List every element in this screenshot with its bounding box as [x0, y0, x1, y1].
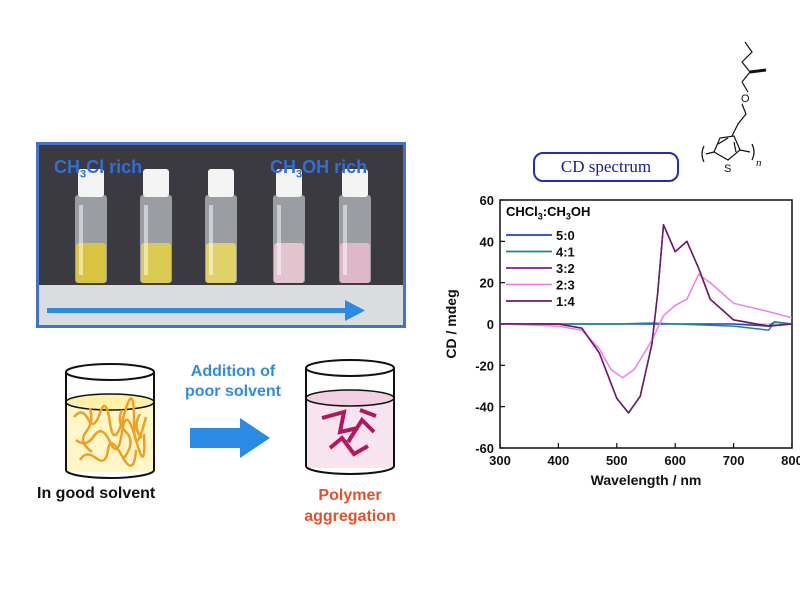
sulfur-atom: S	[724, 163, 731, 175]
vial	[75, 169, 107, 283]
y-tick-label: 40	[480, 234, 494, 249]
vial	[140, 169, 172, 283]
y-tick-label: -60	[475, 441, 494, 456]
process-arrow	[190, 418, 270, 458]
y-tick-label: -20	[475, 358, 494, 373]
vial-photo	[36, 142, 406, 328]
vial	[273, 169, 305, 283]
series-line	[500, 224, 793, 414]
y-tick-label: 0	[487, 317, 494, 332]
legend-label: 5:0	[556, 228, 575, 243]
ch3oh-rich-label: CH3OH rich	[270, 157, 368, 181]
series-line	[499, 273, 793, 379]
cd-spectrum-label: CD spectrum	[533, 152, 679, 182]
vial-photo-image	[39, 145, 403, 325]
legend-label: 2:3	[556, 278, 575, 293]
y-tick-label: 60	[480, 193, 494, 208]
repeat-subscript: n	[756, 157, 762, 169]
oxygen-atom: O	[741, 93, 750, 105]
polythiophene-structure: O S n	[701, 41, 767, 175]
y-tick-label: 20	[480, 276, 494, 291]
cd-chart: 300 400 500 600 700 800 -60 -40 -20 0 20 40 60 CD / …	[443, 193, 800, 488]
x-tick-label: 500	[606, 453, 628, 468]
vial	[205, 169, 237, 283]
legend-title: CHCl3:CH3OH	[506, 204, 591, 222]
x-tick-label: 800	[781, 453, 800, 468]
x-axis-title: Wavelength / nm	[591, 472, 702, 488]
vial	[339, 169, 371, 283]
chcl-rich-label: CH3Cl rich	[54, 157, 143, 181]
y-axis-title: CD / mdeg	[443, 289, 459, 358]
legend-label: 1:4	[556, 294, 576, 309]
x-tick-label: 300	[489, 453, 511, 468]
aggregation-caption: Polymer aggregation	[304, 487, 396, 525]
series-line	[500, 321, 793, 331]
x-tick-label: 700	[723, 453, 745, 468]
x-tick-label: 600	[664, 453, 686, 468]
solvent-gradient-arrow	[47, 308, 347, 313]
aggregation-beaker	[305, 359, 395, 475]
legend-label: 4:1	[556, 245, 575, 260]
x-tick-label: 400	[548, 453, 570, 468]
good-solvent-caption: In good solvent	[37, 485, 156, 502]
y-tick-label: -40	[475, 400, 494, 415]
addition-caption: Addition of poor solvent	[184, 363, 281, 400]
good-solvent-beaker	[65, 363, 155, 479]
legend-label: 3:2	[556, 261, 575, 276]
series-line	[500, 224, 793, 414]
